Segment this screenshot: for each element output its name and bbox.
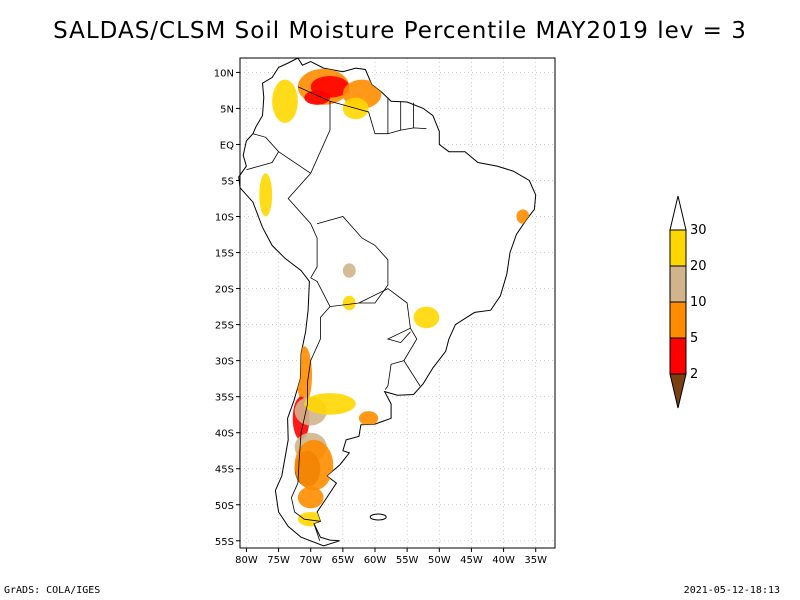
colorbar-label: 10 bbox=[690, 295, 707, 310]
lon-tick-label: 80W bbox=[235, 555, 258, 566]
lon-tick-label: 75W bbox=[267, 555, 290, 566]
lon-tick-label: 60W bbox=[364, 555, 387, 566]
lon-tick-label: 50W bbox=[428, 555, 451, 566]
longitude-axis: 80W 75W 70W 65W 60W 55W 50W 45W 40W 35W bbox=[235, 548, 547, 566]
percentile-patch bbox=[296, 346, 312, 404]
percentile-patch bbox=[358, 411, 379, 426]
country-border bbox=[290, 306, 331, 522]
percentile-patch bbox=[342, 263, 356, 278]
percentile-patch bbox=[259, 173, 273, 217]
lon-tick-label: 65W bbox=[332, 555, 355, 566]
country-border bbox=[313, 523, 321, 541]
lat-tick-label: EQ bbox=[220, 140, 234, 151]
country-border bbox=[287, 86, 331, 279]
lat-tick-label: 20S bbox=[215, 285, 234, 296]
country-border bbox=[384, 327, 418, 390]
country-borders bbox=[246, 86, 427, 541]
colorbar-bottom-arrow bbox=[669, 373, 687, 409]
lat-tick-label: 25S bbox=[215, 321, 234, 332]
percentile-patch bbox=[516, 209, 530, 224]
country-border bbox=[310, 216, 389, 308]
percentile-patch bbox=[413, 306, 440, 329]
lat-tick-label: 15S bbox=[215, 249, 234, 260]
lat-tick-label: 5S bbox=[221, 177, 234, 188]
latitude-axis: 10N 5N EQ 5S 10S 15S 20S 25S 30S 35S 40S 45S 50S 55S bbox=[214, 68, 240, 548]
percentile-patch bbox=[304, 393, 356, 415]
timestamp: 2021-05-12-18:13 bbox=[683, 585, 780, 596]
country-border bbox=[403, 360, 421, 387]
falkland-islands bbox=[369, 513, 387, 521]
lon-tick-label: 35W bbox=[524, 555, 547, 566]
lat-tick-label: 10N bbox=[214, 68, 234, 79]
colorbar-segment bbox=[669, 337, 687, 375]
grads-credit: GrADS: COLA/IGES bbox=[4, 585, 101, 596]
lat-tick-label: 45S bbox=[215, 465, 234, 476]
colorbar: 2 5 10 20 30 bbox=[669, 195, 707, 409]
colorbar-label: 5 bbox=[690, 331, 698, 346]
lat-tick-label: 30S bbox=[215, 357, 234, 368]
percentile-patch bbox=[304, 90, 330, 105]
colorbar-label: 30 bbox=[690, 223, 707, 238]
lat-tick-label: 5N bbox=[220, 104, 234, 115]
colorbar-top-arrow bbox=[669, 195, 687, 231]
percentile-patch bbox=[297, 486, 324, 509]
lat-tick-label: 55S bbox=[215, 537, 234, 548]
percentile-patch bbox=[294, 439, 334, 491]
lon-tick-label: 40W bbox=[492, 555, 515, 566]
country-border bbox=[278, 151, 311, 174]
map-frame bbox=[239, 57, 556, 549]
colorbar-segment bbox=[669, 301, 687, 339]
map-title: SALDAS/CLSM Soil Moisture Percentile MAY… bbox=[53, 18, 747, 44]
country-border bbox=[246, 133, 280, 171]
lat-tick-label: 35S bbox=[215, 393, 234, 404]
lon-tick-label: 70W bbox=[299, 555, 322, 566]
continent-outline bbox=[238, 57, 537, 547]
lat-tick-label: 10S bbox=[215, 213, 234, 224]
land-mass bbox=[238, 57, 537, 547]
lon-tick-label: 55W bbox=[396, 555, 419, 566]
colorbar-label: 2 bbox=[690, 367, 698, 382]
percentile-patch bbox=[272, 79, 298, 123]
colorbar-segment bbox=[669, 265, 687, 303]
lat-tick-label: 40S bbox=[215, 429, 234, 440]
percentile-patch bbox=[342, 295, 356, 311]
colorbar-label: 20 bbox=[690, 259, 707, 274]
colorbar-segment bbox=[669, 229, 687, 267]
lon-tick-label: 45W bbox=[460, 555, 483, 566]
lat-tick-label: 50S bbox=[215, 501, 234, 512]
